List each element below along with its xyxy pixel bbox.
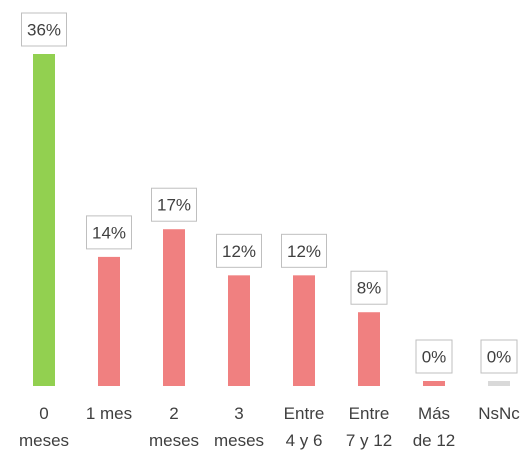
bar-2: [163, 229, 185, 386]
bar-4: [293, 275, 315, 386]
bar-0: [33, 54, 55, 386]
data-label-box-2: [151, 187, 197, 222]
category-label-5-line-1: 7 y 12: [346, 431, 392, 450]
data-label-box-1: [86, 215, 132, 250]
category-label-2-line-1: meses: [149, 431, 199, 450]
category-label-0-line-0: 0: [39, 404, 48, 423]
bar-5: [358, 312, 380, 386]
category-label-4-line-0: Entre: [284, 404, 325, 423]
data-label-box-4: [281, 233, 327, 268]
data-label-box-7: [480, 339, 518, 374]
data-label-3: 12%: [222, 242, 256, 261]
data-label-box-3: [216, 233, 262, 268]
data-label-4: 12%: [287, 242, 321, 261]
category-label-6-line-0: Más: [418, 404, 450, 423]
data-label-box-6: [415, 339, 453, 374]
data-label-2: 17%: [157, 196, 191, 215]
category-label-7-line-0: NsNc: [478, 404, 520, 423]
data-label-5: 8%: [357, 279, 382, 298]
data-label-1: 14%: [92, 223, 126, 242]
category-label-3-line-1: meses: [214, 431, 264, 450]
data-label-7: 0%: [487, 348, 512, 367]
data-label-box-0: [21, 12, 67, 47]
category-label-5-line-0: Entre: [349, 404, 390, 423]
bar-6: [423, 381, 445, 386]
category-label-4-line-1: 4 y 6: [286, 431, 323, 450]
category-label-0-line-1: meses: [19, 431, 69, 450]
category-label-1-line-0: 1 mes: [86, 404, 132, 423]
data-label-6: 0%: [422, 348, 447, 367]
data-label-box-5: [350, 270, 388, 305]
category-label-3-line-0: 3: [234, 404, 243, 423]
data-label-0: 36%: [27, 21, 61, 40]
bar-7: [488, 381, 510, 386]
category-label-2-line-0: 2: [169, 404, 178, 423]
bar-1: [98, 256, 120, 386]
category-label-6-line-1: de 12: [413, 431, 456, 450]
bar-3: [228, 275, 250, 386]
